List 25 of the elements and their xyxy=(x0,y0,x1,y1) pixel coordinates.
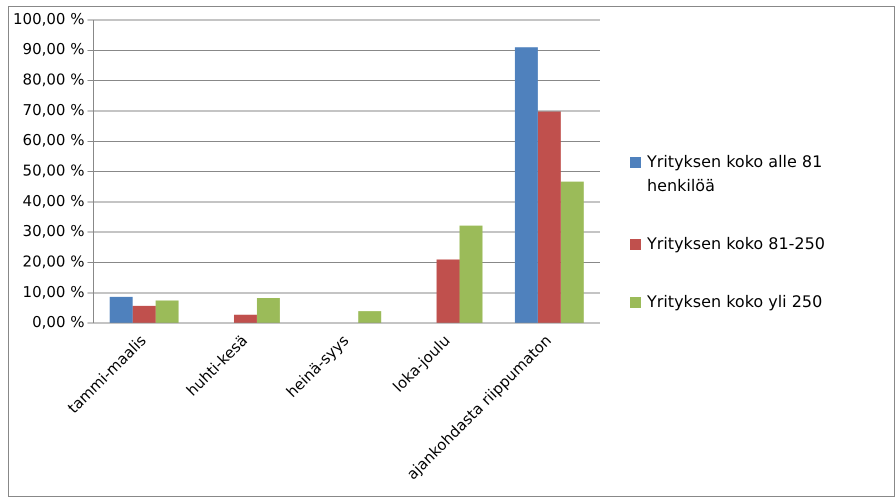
bar xyxy=(256,298,280,323)
legend-label: Yrityksen koko yli 250 xyxy=(647,291,822,313)
y-tick-label: 0,00 % xyxy=(32,313,85,332)
bar xyxy=(234,314,257,323)
y-tick-label: 90,00 % xyxy=(22,40,85,58)
legend-label: Yrityksen koko alle 81 henkilöä xyxy=(647,151,824,197)
y-tick-label: 100,00 % xyxy=(12,10,85,28)
bar xyxy=(436,260,460,323)
y-tick-label: 60,00 % xyxy=(22,131,85,150)
bar xyxy=(110,296,133,323)
legend-label: Yrityksen koko 81-250 xyxy=(647,233,825,255)
bar xyxy=(358,311,382,323)
y-tick-label: 80,00 % xyxy=(22,70,85,89)
y-tick-label: 10,00 % xyxy=(22,282,85,301)
bar xyxy=(538,112,561,323)
y-tick-label: 40,00 % xyxy=(22,192,85,210)
y-tick-label: 50,00 % xyxy=(22,161,85,180)
y-tick-label: 30,00 % xyxy=(22,222,85,240)
y-tick-label: 20,00 % xyxy=(22,252,85,270)
bar xyxy=(132,306,156,323)
bar xyxy=(560,182,584,323)
y-tick-label: 70,00 % xyxy=(22,100,85,119)
bar xyxy=(460,226,482,323)
bar xyxy=(514,47,538,323)
bar xyxy=(156,300,179,323)
